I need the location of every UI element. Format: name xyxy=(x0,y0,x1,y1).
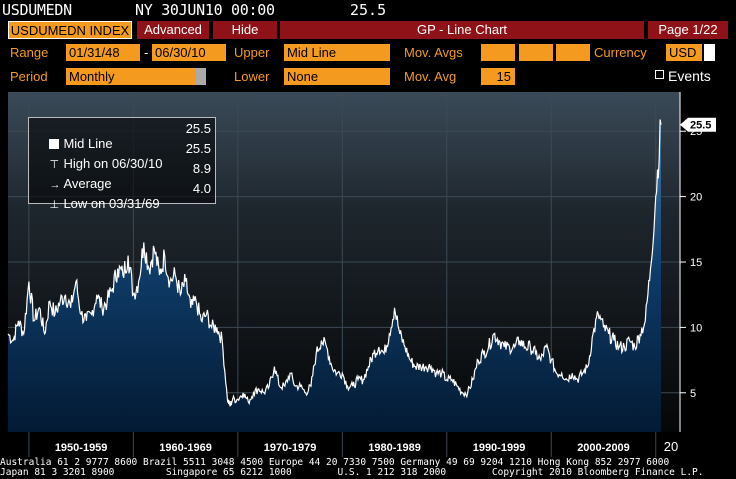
mov-avg-field[interactable]: 15 xyxy=(481,68,515,85)
last-value-label: 25.5 xyxy=(690,120,711,132)
last-value-tag xyxy=(680,117,716,132)
currency-field[interactable]: USD xyxy=(666,44,702,61)
events-label[interactable]: Events xyxy=(668,68,711,84)
ticker-info: NY 30JUN10 00:00 xyxy=(135,1,275,19)
square-icon xyxy=(49,139,60,149)
legend-row-average: → Average xyxy=(35,161,112,206)
events-checkbox-icon[interactable] xyxy=(655,70,664,79)
legend-label: Average xyxy=(63,176,112,191)
high-marker-icon: ⊤ xyxy=(49,159,60,171)
y-tick-label: 10 xyxy=(690,322,702,334)
range-start-field[interactable]: 01/31/48 xyxy=(66,44,140,61)
ticker-value: 25.5 xyxy=(350,1,387,19)
y-tick-label: 20 xyxy=(690,192,702,204)
upper-label: Upper xyxy=(234,45,270,60)
page-indicator[interactable]: Page 1/22 xyxy=(648,21,728,39)
legend-label: High on 06/30/10 xyxy=(63,156,163,171)
decade-label: 1950-1959 xyxy=(55,442,108,454)
currency-dropdown-arrow[interactable] xyxy=(704,44,715,61)
y-tick-label: 15 xyxy=(690,257,702,269)
mov-avg-1-field[interactable] xyxy=(481,44,515,61)
mov-avg-2-field[interactable] xyxy=(519,44,553,61)
tab-hide[interactable]: Hide xyxy=(213,21,277,39)
mov-avg-3-field[interactable] xyxy=(556,44,590,61)
header-row xyxy=(0,0,736,20)
tab-advanced[interactable]: Advanced xyxy=(137,21,209,39)
period-select[interactable]: Monthly xyxy=(66,68,206,85)
footer-contacts: Australia 61 2 9777 8600 Brazil 5511 304… xyxy=(0,457,704,478)
ticker-label: USDUMEDN xyxy=(2,1,72,19)
series-area xyxy=(8,119,661,432)
tab-index[interactable]: USDUMEDN INDEX xyxy=(8,21,132,39)
currency-label: Currency xyxy=(594,45,647,60)
legend-label: Low on 03/31/69 xyxy=(63,196,160,211)
upper-select[interactable]: Mid Line xyxy=(284,44,390,61)
legend-value: 25.5 xyxy=(185,121,211,136)
legend-label: Mid Line xyxy=(63,136,113,151)
range-end-field[interactable]: 06/30/10 xyxy=(152,44,226,61)
partial-decade-label: 20 xyxy=(664,439,678,454)
lower-label: Lower xyxy=(234,69,270,84)
period-label: Period xyxy=(10,69,48,84)
lower-select[interactable]: None xyxy=(284,68,390,85)
chart-title-bar: GP - Line Chart xyxy=(280,21,644,39)
average-marker-icon: → xyxy=(49,179,61,191)
range-label: Range xyxy=(10,45,49,60)
chart-legend: Mid Line 25.5 ⊤ High on 06/30/10 25.5 → Av… xyxy=(28,117,216,211)
decade-label: 1980-1989 xyxy=(368,442,421,454)
legend-value: 25.5 xyxy=(185,141,211,156)
legend-row-high: ⊤ High on 06/30/10 xyxy=(35,141,162,186)
decade-label: 2000-2009 xyxy=(577,442,630,454)
range-separator: - xyxy=(144,45,149,60)
legend-row-midline: Mid Line xyxy=(35,121,113,166)
decade-label: 1990-1999 xyxy=(473,442,526,454)
decade-label: 1970-1979 xyxy=(264,442,317,454)
decade-label: 1960-1969 xyxy=(159,442,212,454)
low-marker-icon: ⊥ xyxy=(49,199,60,211)
legend-value: 8.9 xyxy=(192,161,211,176)
mov-avgs-label: Mov. Avgs xyxy=(404,45,463,60)
y-tick-label: 5 xyxy=(690,388,696,400)
mov-avg-label: Mov. Avg xyxy=(404,69,457,84)
legend-row-low: ⊥ Low on 03/31/69 xyxy=(35,181,160,226)
legend-value: 4.0 xyxy=(192,181,211,196)
series-line xyxy=(7,119,662,407)
